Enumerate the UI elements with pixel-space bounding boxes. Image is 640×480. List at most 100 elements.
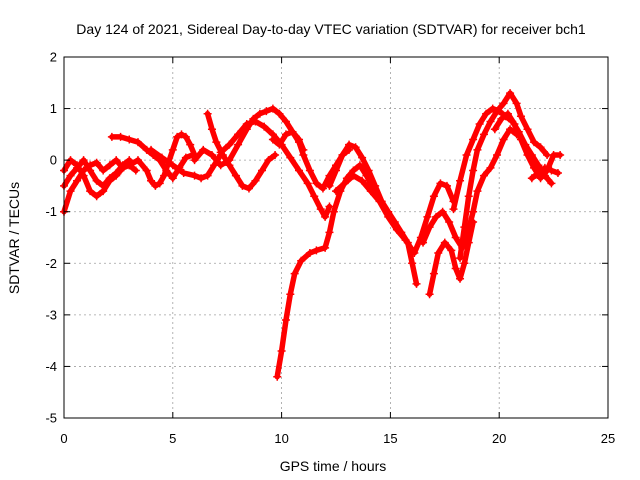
- data-point-marker: [190, 171, 199, 180]
- data-point-marker: [506, 125, 515, 134]
- y-tick-label: 0: [50, 153, 57, 168]
- grid-lines: [64, 57, 608, 418]
- data-point-marker: [530, 138, 539, 147]
- plot-frame: [63, 56, 609, 419]
- data-point-marker: [133, 156, 142, 165]
- series-track: [325, 140, 421, 288]
- data-point-marker: [366, 187, 375, 196]
- data-point-marker: [321, 212, 330, 221]
- data-point-marker: [305, 166, 314, 175]
- data-point-marker: [151, 181, 160, 190]
- data-point-marker: [92, 158, 101, 167]
- data-point-marker: [260, 122, 269, 131]
- data-point-marker: [277, 346, 286, 355]
- data-point-marker: [125, 135, 134, 144]
- data-point-marker: [312, 246, 321, 255]
- data-point-marker: [275, 109, 284, 118]
- y-tick-label: -1: [45, 204, 57, 219]
- data-point-marker: [516, 135, 525, 144]
- data-point-marker: [216, 148, 225, 157]
- data-point-marker: [112, 156, 121, 165]
- series-trace: [426, 219, 476, 297]
- data-point-marker: [451, 264, 460, 273]
- data-point-marker: [460, 259, 469, 268]
- series-track: [147, 145, 225, 183]
- series-track: [60, 156, 125, 201]
- y-tick-label: -3: [45, 307, 57, 322]
- data-point-marker: [116, 132, 125, 141]
- data-point-marker: [242, 120, 251, 129]
- data-point-marker: [286, 153, 295, 162]
- data-point-marker: [168, 174, 177, 183]
- data-point-marker: [168, 145, 177, 154]
- series-trace: [326, 141, 420, 287]
- data-point-marker: [345, 140, 354, 149]
- data-point-marker: [297, 256, 306, 265]
- data-point-marker: [436, 179, 445, 188]
- data-point-marker: [105, 176, 114, 185]
- data-point-marker: [86, 187, 95, 196]
- data-point-marker: [251, 176, 260, 185]
- series-trace: [61, 157, 124, 199]
- data-point-marker: [181, 153, 190, 162]
- data-point-marker: [275, 140, 284, 149]
- data-point-marker: [316, 205, 325, 214]
- series-trace: [191, 105, 307, 169]
- axis-ticks: 0 5 10 15 20 25 -5 -4 -3 -2 -1 0 1 2: [45, 50, 615, 447]
- data-point-marker: [434, 248, 443, 257]
- data-point-marker: [157, 153, 166, 162]
- data-point-marker: [482, 109, 491, 118]
- data-point-marker: [425, 290, 434, 299]
- data-point-marker: [79, 156, 88, 165]
- data-point-marker: [73, 176, 82, 185]
- data-point-marker: [432, 212, 441, 221]
- data-point-marker: [490, 125, 499, 134]
- data-point-marker: [442, 181, 451, 190]
- data-point-marker: [107, 132, 116, 141]
- data-point-marker: [212, 138, 221, 147]
- y-tick-label: 1: [50, 101, 57, 116]
- data-point-marker: [281, 316, 290, 325]
- data-point-marker: [523, 125, 532, 134]
- x-tick-label: 10: [274, 431, 288, 446]
- data-point-marker: [312, 179, 321, 188]
- x-tick-label: 0: [60, 431, 67, 446]
- data-point-marker: [131, 166, 140, 175]
- data-point-marker: [207, 125, 216, 134]
- data-point-marker: [105, 161, 114, 170]
- data-point-marker: [473, 187, 482, 196]
- data-point-marker: [464, 192, 473, 201]
- data-point-marker: [456, 176, 465, 185]
- data-point-marker: [288, 127, 297, 136]
- chart-title: Day 124 of 2021, Sidereal Day-to-day VTE…: [76, 21, 586, 37]
- data-point-marker: [553, 169, 562, 178]
- data-point-marker: [469, 166, 478, 175]
- series-trace: [217, 118, 333, 220]
- data-point-marker: [203, 171, 212, 180]
- y-tick-label: 2: [50, 50, 57, 65]
- data-point-marker: [451, 233, 460, 242]
- data-point-marker: [295, 138, 304, 147]
- data-point-marker: [142, 166, 151, 175]
- data-point-marker: [325, 202, 334, 211]
- series-trace: [450, 105, 555, 212]
- data-point-marker: [438, 207, 447, 216]
- data-point-marker: [216, 161, 225, 170]
- series-trace: [420, 126, 520, 251]
- series-track: [273, 161, 377, 381]
- data-point-marker: [173, 132, 182, 141]
- data-point-marker: [133, 138, 142, 147]
- data-point-marker: [155, 179, 164, 188]
- data-point-marker: [479, 130, 488, 139]
- data-point-marker: [332, 187, 340, 196]
- series-trace: [457, 90, 550, 261]
- data-point-marker: [268, 104, 277, 113]
- data-point-marker: [99, 187, 108, 196]
- data-point-marker: [475, 120, 484, 129]
- data-point-marker: [225, 140, 234, 149]
- data-point-marker: [499, 99, 508, 108]
- data-point-marker: [445, 218, 454, 227]
- data-point-marker: [506, 89, 515, 98]
- data-point-marker: [488, 104, 497, 113]
- data-point-marker: [351, 143, 360, 152]
